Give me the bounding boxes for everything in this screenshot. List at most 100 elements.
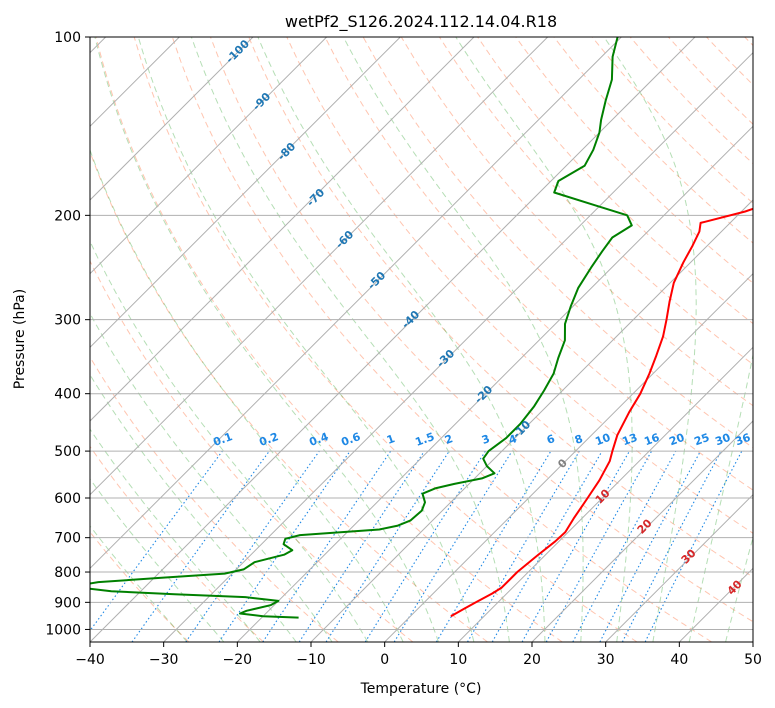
x-tick-label: 50 bbox=[744, 652, 762, 668]
mixing-ratio-label: 0.1 bbox=[211, 430, 234, 449]
moist-adiabat-line bbox=[90, 478, 225, 642]
dry-adiabat-line bbox=[133, 37, 638, 642]
dry-adiabat-line bbox=[95, 37, 563, 642]
mixing-ratio-label: 36 bbox=[733, 431, 752, 449]
mixing-ratio-label: 1.5 bbox=[413, 430, 436, 449]
isotherm-gridline bbox=[90, 37, 696, 642]
y-tick-label: 900 bbox=[54, 595, 81, 611]
x-tick-label: −30 bbox=[149, 652, 179, 668]
moist-adiabat-line bbox=[342, 37, 584, 642]
mixing-ratio-line bbox=[545, 450, 653, 642]
dewpoint-profile-line bbox=[90, 37, 633, 619]
moist-adiabat-line bbox=[94, 37, 439, 642]
moist-adiabat-line bbox=[90, 312, 333, 642]
isotherm-gridline bbox=[310, 199, 753, 642]
mixing-ratio-line bbox=[393, 450, 513, 642]
mixing-ratio-line bbox=[131, 450, 270, 642]
mixing-ratio-line bbox=[644, 450, 743, 642]
plot-area: -100-90-80-70-60-50-40-30-20-100.1 0.2 0.4… bbox=[90, 37, 753, 642]
mixing-ratio-label: 16 bbox=[642, 431, 661, 449]
mixing-ratio-label: 10 bbox=[593, 431, 612, 449]
x-tick-label: 30 bbox=[597, 652, 615, 668]
dry-adiabat-line bbox=[286, 37, 753, 534]
mixing-ratio-label: 30 bbox=[713, 431, 732, 449]
y-tick-label: 700 bbox=[54, 531, 81, 547]
isotherm-gridline bbox=[531, 420, 753, 642]
y-tick-label: 200 bbox=[54, 208, 81, 224]
dry-adiabats bbox=[90, 37, 753, 642]
grid-lines bbox=[90, 37, 753, 642]
x-tick-label: 40 bbox=[670, 652, 688, 668]
mixing-ratio-line bbox=[90, 450, 223, 632]
moist-adiabat-line bbox=[90, 240, 369, 642]
moist-adiabat-line bbox=[137, 37, 475, 642]
x-tick-label: −20 bbox=[223, 652, 253, 668]
isotherm-gridline bbox=[90, 37, 328, 275]
mixing-ratio-line bbox=[185, 450, 320, 642]
mixing-ratio-line bbox=[572, 450, 677, 642]
temperature-profile-line bbox=[450, 207, 753, 618]
mixing-ratio-label: 1 bbox=[385, 432, 397, 447]
x-tick-label: −40 bbox=[75, 652, 105, 668]
moist-adiabat-line bbox=[688, 352, 753, 642]
mixing-ratio-label: 0.6 bbox=[339, 430, 362, 449]
x-axis-label: Temperature (°C) bbox=[360, 681, 482, 697]
mixing-ratio-label: 0.2 bbox=[257, 430, 280, 449]
isotherm-gridline bbox=[236, 125, 753, 642]
moist-adiabat-line bbox=[725, 535, 753, 642]
isotherm-gridline bbox=[90, 37, 254, 201]
x-tick-label: 0 bbox=[380, 652, 389, 668]
y-tick-label: 1000 bbox=[45, 622, 81, 638]
mixing-ratio-label: 0.4 bbox=[307, 430, 330, 449]
sounding-profiles bbox=[90, 37, 753, 619]
mixing-ratio-label: 6 bbox=[545, 432, 557, 447]
y-tick-label: 800 bbox=[54, 565, 81, 581]
moist-adiabat-line bbox=[603, 37, 697, 642]
y-axis-label: Pressure (hPa) bbox=[12, 289, 28, 389]
dry-adiabat-line bbox=[324, 37, 753, 491]
dry-adiabat-line bbox=[171, 37, 712, 642]
moist-adiabat-line bbox=[190, 37, 510, 642]
isotherm-gridline bbox=[90, 37, 549, 496]
mixing-ratio-label: 13 bbox=[620, 431, 639, 448]
axis-ticks: −40 −30 −20 −10 0 10 20 30 40 5010020030040050060… bbox=[45, 30, 762, 668]
isotherm-gridline bbox=[90, 37, 622, 570]
mixing-ratio-label: 20 bbox=[667, 431, 686, 449]
dry-adiabat-line bbox=[90, 259, 414, 642]
mixing-ratio-line bbox=[325, 450, 450, 642]
y-tick-label: 100 bbox=[54, 30, 81, 46]
chart-title: wetPf2_S126.2024.112.14.04.R18 bbox=[285, 12, 557, 32]
y-tick-label: 300 bbox=[54, 313, 81, 329]
y-tick-label: 600 bbox=[54, 491, 81, 507]
moist-adiabat-line bbox=[90, 428, 261, 642]
isotherm-gridline bbox=[384, 272, 753, 642]
mixing-ratio-lines bbox=[90, 450, 743, 642]
dry-adiabat-line bbox=[210, 37, 753, 623]
mixing-ratio-label: 8 bbox=[573, 432, 585, 447]
dry-adiabat-line bbox=[248, 37, 753, 578]
isotherm-gridline bbox=[90, 37, 401, 349]
y-tick-label: 400 bbox=[54, 387, 81, 403]
mixing-ratio-line bbox=[218, 450, 351, 642]
mixing-ratio-line bbox=[521, 450, 630, 642]
isotherm-gridline bbox=[163, 51, 753, 642]
isotherm-gridline bbox=[605, 493, 753, 642]
y-tick-label: 500 bbox=[54, 444, 81, 460]
x-tick-label: 10 bbox=[449, 652, 467, 668]
dry-adiabat-line bbox=[90, 445, 264, 642]
plot-frame bbox=[89, 36, 754, 643]
mixing-ratio-label: 3 bbox=[480, 432, 492, 447]
dry-adiabat-line bbox=[90, 356, 339, 642]
moist-adiabat-line bbox=[90, 525, 188, 642]
moist-adiabat-line bbox=[257, 37, 546, 642]
x-tick-label: 20 bbox=[523, 652, 541, 668]
mixing-ratio-line bbox=[262, 450, 392, 642]
dry-adiabat-line bbox=[515, 37, 753, 284]
x-tick-label: −10 bbox=[296, 652, 326, 668]
mixing-ratio-label: 4 bbox=[507, 432, 519, 447]
isotherm-gridline bbox=[90, 37, 475, 422]
isotherm-gridline bbox=[457, 346, 753, 642]
moist-adiabat-line bbox=[90, 148, 404, 642]
mixing-ratio-label: 2 bbox=[443, 432, 455, 447]
